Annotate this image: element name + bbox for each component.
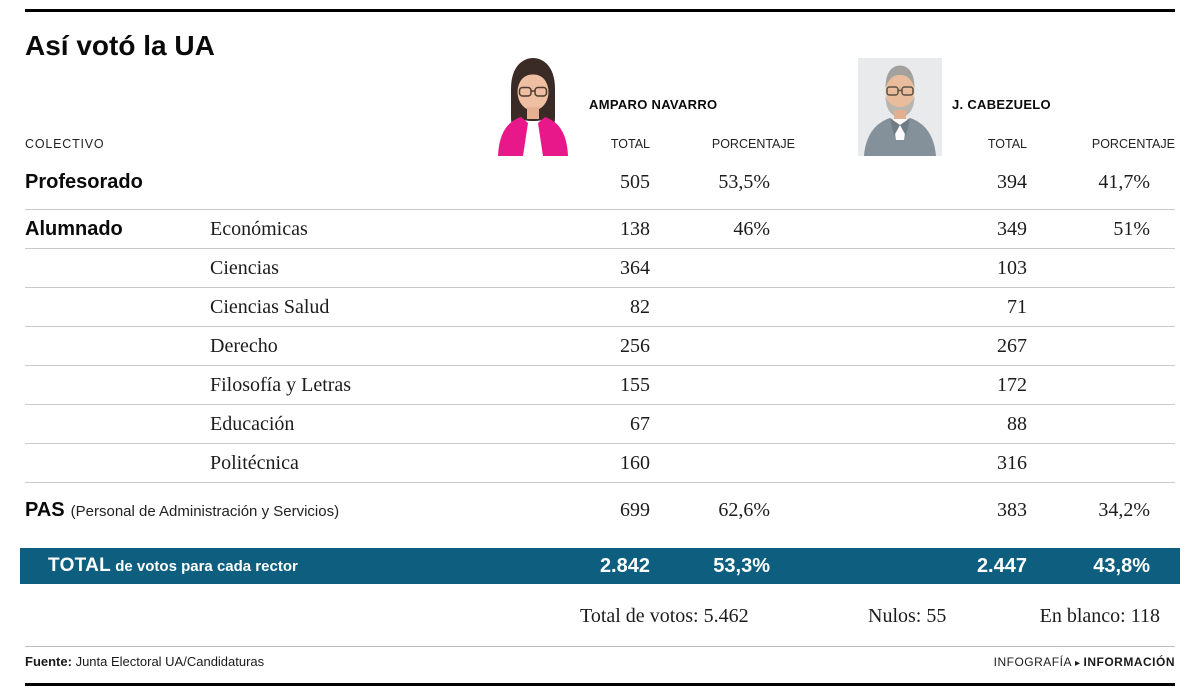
navarro-total-value: 67 — [630, 412, 650, 435]
group-label: PAS — [25, 499, 65, 521]
navarro-total-pct: 53,3% — [713, 554, 770, 577]
cabezuelo-total-value: 103 — [997, 256, 1027, 279]
candidate-name-cabezuelo: J. CABEZUELO — [952, 97, 1051, 112]
bottom-rule — [25, 683, 1175, 686]
null-votes-summary: Nulos: 55 — [868, 605, 947, 627]
navarro-total-value: 138 — [620, 217, 650, 240]
cabezuelo-total-header: TOTAL — [987, 136, 1027, 151]
subcategory-label: Ciencias — [210, 256, 279, 279]
subcategory-label: Educación — [210, 412, 295, 435]
table-row-politecnica: Politécnica 160 316 — [25, 444, 1175, 483]
navarro-total-value: 699 — [620, 499, 650, 521]
infographic-credit: INFOGRAFÍA ▸ INFORMACIÓN — [994, 655, 1175, 669]
navarro-pct-value: 46% — [733, 217, 770, 240]
source-label: Fuente: — [25, 654, 72, 669]
navarro-pct-value: 62,6% — [718, 499, 770, 521]
cabezuelo-total-votes: 2.447 — [976, 554, 1027, 577]
group-label: Alumnado — [25, 217, 123, 240]
top-rule — [25, 9, 1175, 12]
cabezuelo-total-value: 267 — [997, 334, 1027, 357]
navarro-total-header: TOTAL — [610, 136, 650, 151]
table-row-educacion: Educación 67 88 — [25, 405, 1175, 444]
cabezuelo-total-value: 88 — [1007, 412, 1027, 435]
cabezuelo-total-value: 71 — [1007, 295, 1027, 318]
amparo-navarro-photo — [488, 53, 578, 156]
group-label: Profesorado — [25, 171, 143, 193]
table-header: COLECTIVO TOTAL PORCENTAJE TOTAL PORCENT… — [25, 131, 1175, 156]
cabezuelo-porcentaje-header: PORCENTAJE — [1091, 136, 1175, 151]
cabezuelo-total-pct: 43,8% — [1093, 554, 1150, 577]
cabezuelo-pct-value: 41,7% — [1098, 171, 1150, 193]
cabezuelo-total-value: 383 — [997, 499, 1027, 521]
total-row-label: TOTAL — [48, 555, 112, 576]
subcategory-label: Derecho — [210, 334, 278, 357]
navarro-porcentaje-header: PORCENTAJE — [711, 136, 795, 151]
subcategory-label: Politécnica — [210, 451, 299, 474]
table-row-filosofia-letras: Filosofía y Letras 155 172 — [25, 366, 1175, 405]
cabezuelo-pct-value: 51% — [1113, 217, 1150, 240]
table-row-ciencias-salud: Ciencias Salud 82 71 — [25, 288, 1175, 327]
navarro-total-value: 364 — [620, 256, 650, 279]
table-row-pas: PAS (Personal de Administración y Servici… — [25, 483, 1175, 538]
table-row-ciencias: Ciencias 364 103 — [25, 249, 1175, 288]
footer-divider — [25, 646, 1175, 647]
arrow-right-icon: ▸ — [1074, 658, 1081, 669]
table-row-derecho: Derecho 256 267 — [25, 327, 1175, 366]
source-text: Junta Electoral UA/Candidaturas — [71, 654, 265, 669]
navarro-total-value: 155 — [620, 373, 650, 396]
source-note: Fuente: Junta Electoral UA/Candidaturas — [25, 654, 264, 669]
subcategory-label: Económicas — [210, 217, 308, 240]
total-row: TOTAL de votos para cada rector 2.842 53… — [20, 548, 1180, 584]
colectivo-header: COLECTIVO — [25, 136, 105, 151]
table-row-economicas: Alumnado Económicas 138 46% 349 51% — [25, 210, 1175, 249]
navarro-total-value: 505 — [620, 171, 650, 193]
credit-brand: INFORMACIÓN — [1083, 655, 1175, 669]
total-votes-summary: Total de votos: 5.462 — [580, 605, 749, 627]
cabezuelo-total-value: 172 — [997, 373, 1027, 396]
candidate-name-navarro: AMPARO NAVARRO — [589, 97, 718, 112]
subcategory-label: Ciencias Salud — [210, 295, 330, 318]
credit-infografia: INFOGRAFÍA — [993, 655, 1072, 669]
blank-votes-summary: En blanco: 118 — [1039, 605, 1160, 627]
subcategory-label: Filosofía y Letras — [210, 373, 352, 396]
cabezuelo-total-value: 394 — [997, 171, 1027, 193]
cabezuelo-pct-value: 34,2% — [1098, 499, 1150, 521]
navarro-total-value: 160 — [620, 451, 650, 474]
group-note: (Personal de Administración y Servicios) — [70, 503, 340, 520]
page-title: Así votó la UA — [25, 30, 215, 61]
navarro-pct-value: 53,5% — [718, 171, 770, 193]
navarro-total-value: 256 — [620, 334, 650, 357]
navarro-total-votes: 2.842 — [599, 554, 650, 577]
results-table: Profesorado 505 53,5% 394 41,7% Alumnado… — [25, 156, 1175, 538]
table-row-profesorado: Profesorado 505 53,5% 394 41,7% — [25, 156, 1175, 210]
cabezuelo-total-value: 316 — [997, 451, 1027, 474]
navarro-total-value: 82 — [630, 295, 650, 318]
total-row-sublabel: de votos para cada rector — [111, 558, 298, 575]
j-cabezuelo-photo — [858, 58, 942, 156]
cabezuelo-total-value: 349 — [997, 217, 1027, 240]
